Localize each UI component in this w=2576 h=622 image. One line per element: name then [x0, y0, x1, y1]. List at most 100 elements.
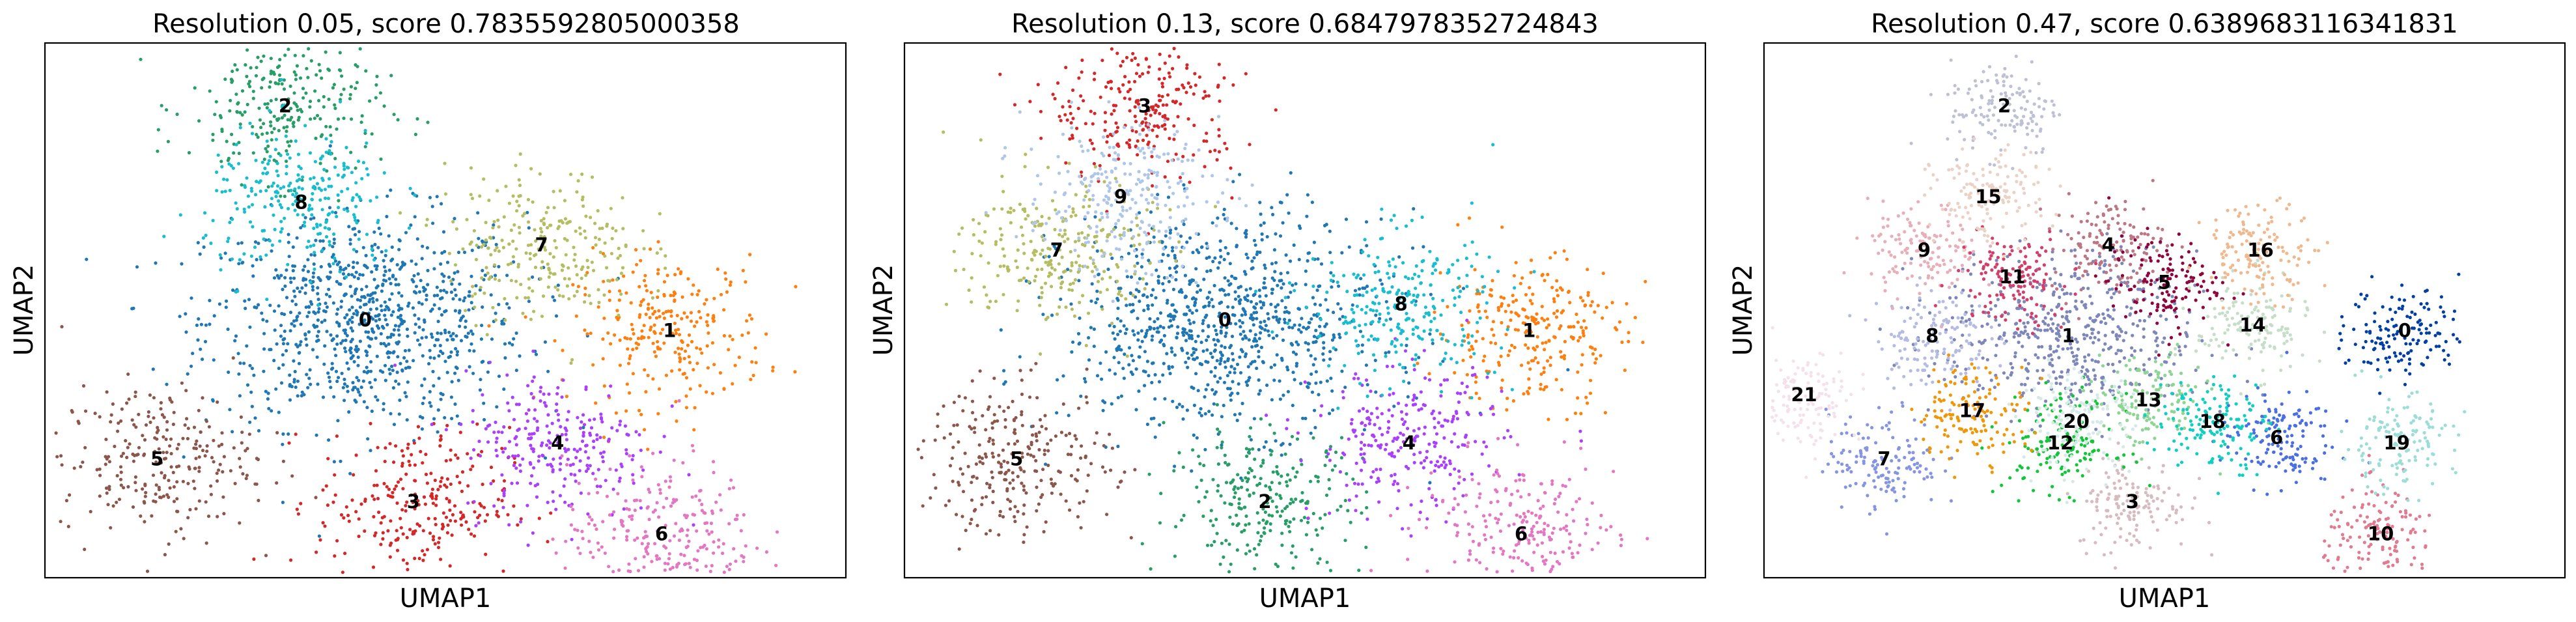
data-point: [156, 128, 160, 132]
data-point: [243, 184, 247, 188]
data-point: [425, 293, 428, 297]
data-point: [1294, 282, 1298, 286]
data-point: [1226, 305, 1230, 309]
data-point: [511, 255, 516, 259]
data-point: [368, 99, 372, 103]
data-point: [255, 66, 259, 70]
data-point: [367, 311, 371, 315]
data-point: [970, 481, 973, 485]
data-point: [673, 321, 677, 326]
data-point: [607, 394, 611, 398]
data-point: [1028, 447, 1031, 451]
data-point: [389, 412, 393, 416]
data-point: [1332, 335, 1336, 339]
data-point: [662, 434, 666, 438]
data-point: [583, 236, 587, 240]
data-point: [1112, 356, 1116, 360]
data-point: [997, 533, 1001, 537]
data-point: [1168, 75, 1172, 79]
data-point: [624, 409, 628, 413]
data-point: [389, 541, 393, 545]
data-point: [1527, 332, 1532, 335]
data-point: [564, 432, 568, 436]
data-point: [548, 251, 552, 256]
data-point: [445, 290, 449, 294]
data-point: [485, 333, 489, 337]
data-point: [1285, 505, 1289, 509]
data-point: [1190, 311, 1194, 315]
data-point: [1218, 302, 1222, 305]
data-point: [1175, 270, 1179, 274]
data-point: [491, 305, 495, 309]
data-point: [430, 487, 435, 491]
data-point: [503, 447, 507, 451]
data-point: [367, 369, 371, 374]
data-point: [281, 500, 285, 505]
data-point: [494, 440, 498, 444]
data-point: [355, 193, 359, 197]
data-point: [990, 421, 994, 425]
data-point: [1093, 215, 1097, 219]
data-point: [1097, 272, 1101, 276]
data-point: [379, 342, 383, 346]
data-point: [431, 221, 435, 225]
data-point: [974, 462, 978, 466]
data-point: [552, 298, 557, 302]
data-point: [1262, 281, 1266, 285]
data-point: [1330, 389, 1334, 393]
data-point: [515, 209, 519, 213]
data-point: [647, 487, 651, 492]
data-point: [553, 285, 557, 289]
data-point: [1239, 298, 1242, 302]
data-point: [234, 201, 238, 205]
data-point: [570, 537, 574, 541]
data-point: [1555, 279, 1559, 283]
data-point: [357, 237, 361, 241]
data-point: [559, 462, 563, 466]
data-point: [220, 165, 224, 169]
data-point: [997, 453, 1001, 457]
data-point: [613, 333, 617, 337]
data-point: [1297, 257, 1301, 262]
data-point: [345, 313, 349, 317]
data-point: [1131, 303, 1135, 307]
data-point: [598, 227, 602, 231]
data-point: [628, 356, 632, 361]
data-point: [693, 324, 697, 328]
data-point: [749, 317, 753, 321]
data-point: [490, 337, 494, 341]
data-point: [1121, 59, 1125, 63]
data-point: [636, 337, 641, 341]
data-point: [1257, 481, 1262, 486]
data-point: [1190, 334, 1194, 338]
data-point: [1499, 354, 1503, 358]
data-point: [764, 332, 768, 336]
data-point: [382, 171, 386, 175]
data-point: [1364, 378, 1369, 382]
data-point: [582, 423, 587, 427]
data-point: [349, 150, 353, 154]
data-point: [238, 457, 242, 460]
data-point: [269, 99, 273, 103]
data-point: [1338, 470, 1342, 474]
data-point: [1153, 124, 1156, 128]
data-point: [1229, 166, 1233, 170]
data-point: [1065, 118, 1069, 122]
data-point: [260, 86, 264, 90]
data-point: [1225, 374, 1229, 378]
data-point: [296, 108, 300, 112]
data-point: [397, 283, 400, 287]
data-point: [1249, 438, 1253, 442]
data-point: [1438, 455, 1442, 459]
data-point: [471, 420, 475, 424]
data-point: [1075, 126, 1079, 130]
data-point: [500, 447, 504, 451]
data-point: [128, 442, 132, 446]
data-point: [1548, 363, 1552, 367]
data-point: [1506, 429, 1510, 432]
data-point: [1229, 282, 1233, 286]
data-point: [202, 245, 206, 249]
data-point: [1275, 353, 1279, 357]
data-point: [417, 301, 421, 305]
data-point: [1281, 221, 1285, 225]
